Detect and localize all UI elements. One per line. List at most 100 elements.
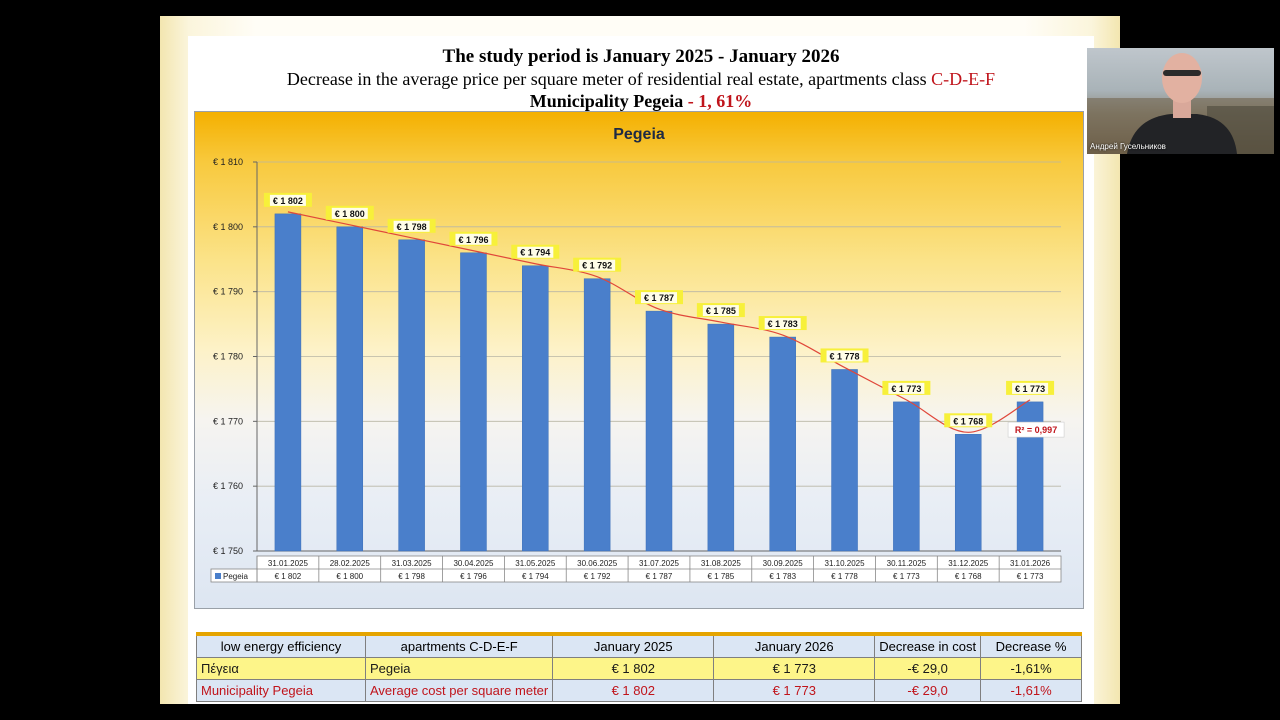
table-cell: -1,61% [980, 679, 1082, 702]
slide-municipality-line: Municipality Pegeia - 1, 61% [188, 91, 1094, 112]
data-label-box [517, 246, 554, 258]
data-label: € 1 802 [273, 196, 303, 206]
data-table-value: € 1 802 [275, 572, 302, 581]
bar [336, 226, 364, 552]
data-label: € 1 787 [644, 293, 674, 303]
data-table-value: € 1 794 [522, 572, 549, 581]
data-label: € 1 794 [520, 248, 550, 258]
category-label: 31.01.2026 [1010, 559, 1051, 568]
legend-swatch [215, 573, 221, 579]
data-label: € 1 785 [706, 306, 736, 316]
category-label: 31.05.2025 [515, 559, 556, 568]
slide-content: The study period is January 2025 - Janua… [188, 36, 1094, 704]
subtitle-class-highlight: C-D-E-F [931, 69, 996, 89]
y-tick-label: € 1 790 [213, 287, 243, 297]
y-tick-label: € 1 750 [213, 546, 243, 556]
table-row: Municipality Pegeia Average cost per squ… [196, 679, 1082, 702]
table-cell: Average cost per square meter [364, 679, 554, 702]
data-label: € 1 796 [458, 235, 488, 245]
category-label: 31.07.2025 [639, 559, 680, 568]
bar [583, 278, 611, 552]
data-label-box [579, 259, 616, 271]
bar [645, 310, 673, 552]
decrease-percent-highlight: - 1, 61% [683, 91, 753, 111]
legend-label: Pegeia [223, 572, 248, 581]
data-label: € 1 792 [582, 261, 612, 271]
data-table-value: € 1 800 [336, 572, 363, 581]
table-cell: € 1 773 [713, 679, 876, 702]
bar [707, 323, 735, 552]
table-cell: Πέγεια [196, 657, 366, 680]
data-label: € 1 800 [335, 209, 365, 219]
bar-chart: Pegeia € 1 750 € 1 760 € 1 770 € 1 780 € 1 79… [210, 126, 1065, 583]
bar [274, 213, 302, 552]
data-table-value: € 1 787 [646, 572, 673, 581]
data-label: € 1 783 [768, 319, 798, 329]
trendline [287, 211, 1031, 433]
header-cell: low energy efficiency [196, 633, 366, 658]
data-table-value: € 1 796 [460, 572, 487, 581]
table-cell: Municipality Pegeia [196, 679, 366, 702]
table-cell: -€ 29,0 [874, 657, 982, 680]
data-label: € 1 768 [953, 416, 983, 426]
data-label: € 1 798 [397, 222, 427, 232]
category-label: 28.02.2025 [330, 559, 371, 568]
data-table-value: € 1 768 [955, 572, 982, 581]
data-table-value: € 1 798 [398, 572, 425, 581]
category-label: 31.03.2025 [392, 559, 433, 568]
subtitle-text: Decrease in the average price per square… [286, 69, 932, 89]
presenter-video [1087, 53, 1274, 154]
data-label-box [888, 382, 925, 394]
data-label-box [641, 292, 677, 304]
y-tick-label: € 1 800 [213, 222, 243, 232]
data-table-value: € 1 773 [893, 572, 920, 581]
bar [954, 434, 982, 552]
header-cell: January 2026 [713, 633, 876, 658]
bar [522, 265, 549, 552]
data-label: € 1 778 [830, 351, 860, 361]
table-cell: € 1 802 [552, 679, 715, 702]
table-row: Πέγεια Pegeia € 1 802 € 1 773 -€ 29,0 -1… [196, 657, 1082, 680]
summary-header-row: low energy efficiency apartments C-D-E-F… [196, 633, 1082, 658]
header-cell: Decrease % [980, 633, 1082, 658]
table-cell: € 1 802 [552, 657, 715, 680]
data-label-box [702, 305, 739, 317]
category-label: 31.10.2025 [825, 559, 866, 568]
y-tick-label: € 1 760 [213, 481, 243, 491]
data-label-box [269, 194, 306, 206]
table-cell: € 1 773 [713, 657, 876, 680]
data-label-box [950, 415, 987, 427]
chart-panel: Pegeia € 1 750 € 1 760 € 1 770 € 1 780 € 1 79… [194, 111, 1084, 609]
category-label: 31.08.2025 [701, 559, 742, 568]
data-label-box [1012, 382, 1049, 394]
bar [460, 252, 487, 552]
y-tick-label: € 1 780 [213, 352, 243, 362]
webcam-name-label: Андрей Гусельников [1090, 142, 1166, 151]
y-tick-label: € 1 810 [213, 157, 243, 167]
slide-title: The study period is January 2025 - Janua… [442, 46, 840, 67]
category-label: 31.01.2025 [268, 559, 309, 568]
data-label-box [764, 318, 801, 330]
bar [893, 401, 920, 552]
data-label-box [331, 207, 368, 219]
data-table-value: € 1 785 [707, 572, 734, 581]
r2-label-box [1007, 421, 1065, 438]
chart-title: Pegeia [613, 126, 665, 143]
data-label: € 1 773 [891, 384, 921, 394]
category-label: 30.09.2025 [763, 559, 804, 568]
table-cell: -€ 29,0 [874, 679, 982, 702]
data-label: € 1 773 [1015, 384, 1045, 394]
category-label: 31.12.2025 [948, 559, 989, 568]
table-cell: Pegeia [364, 657, 554, 680]
header-cell: Decrease in cost [874, 633, 982, 658]
data-table-value: € 1 773 [1017, 572, 1044, 581]
r2-label: R² = 0,997 [1015, 425, 1057, 435]
slide-subtitle: Decrease in the average price per square… [188, 69, 1094, 90]
header-cell: January 2025 [552, 633, 715, 658]
category-label: 30.04.2025 [453, 559, 494, 568]
data-label-box [455, 233, 492, 245]
municipality-name: Municipality Pegeia [529, 91, 684, 111]
data-table-value: € 1 778 [831, 572, 858, 581]
bar [831, 369, 858, 552]
bar [769, 336, 796, 552]
